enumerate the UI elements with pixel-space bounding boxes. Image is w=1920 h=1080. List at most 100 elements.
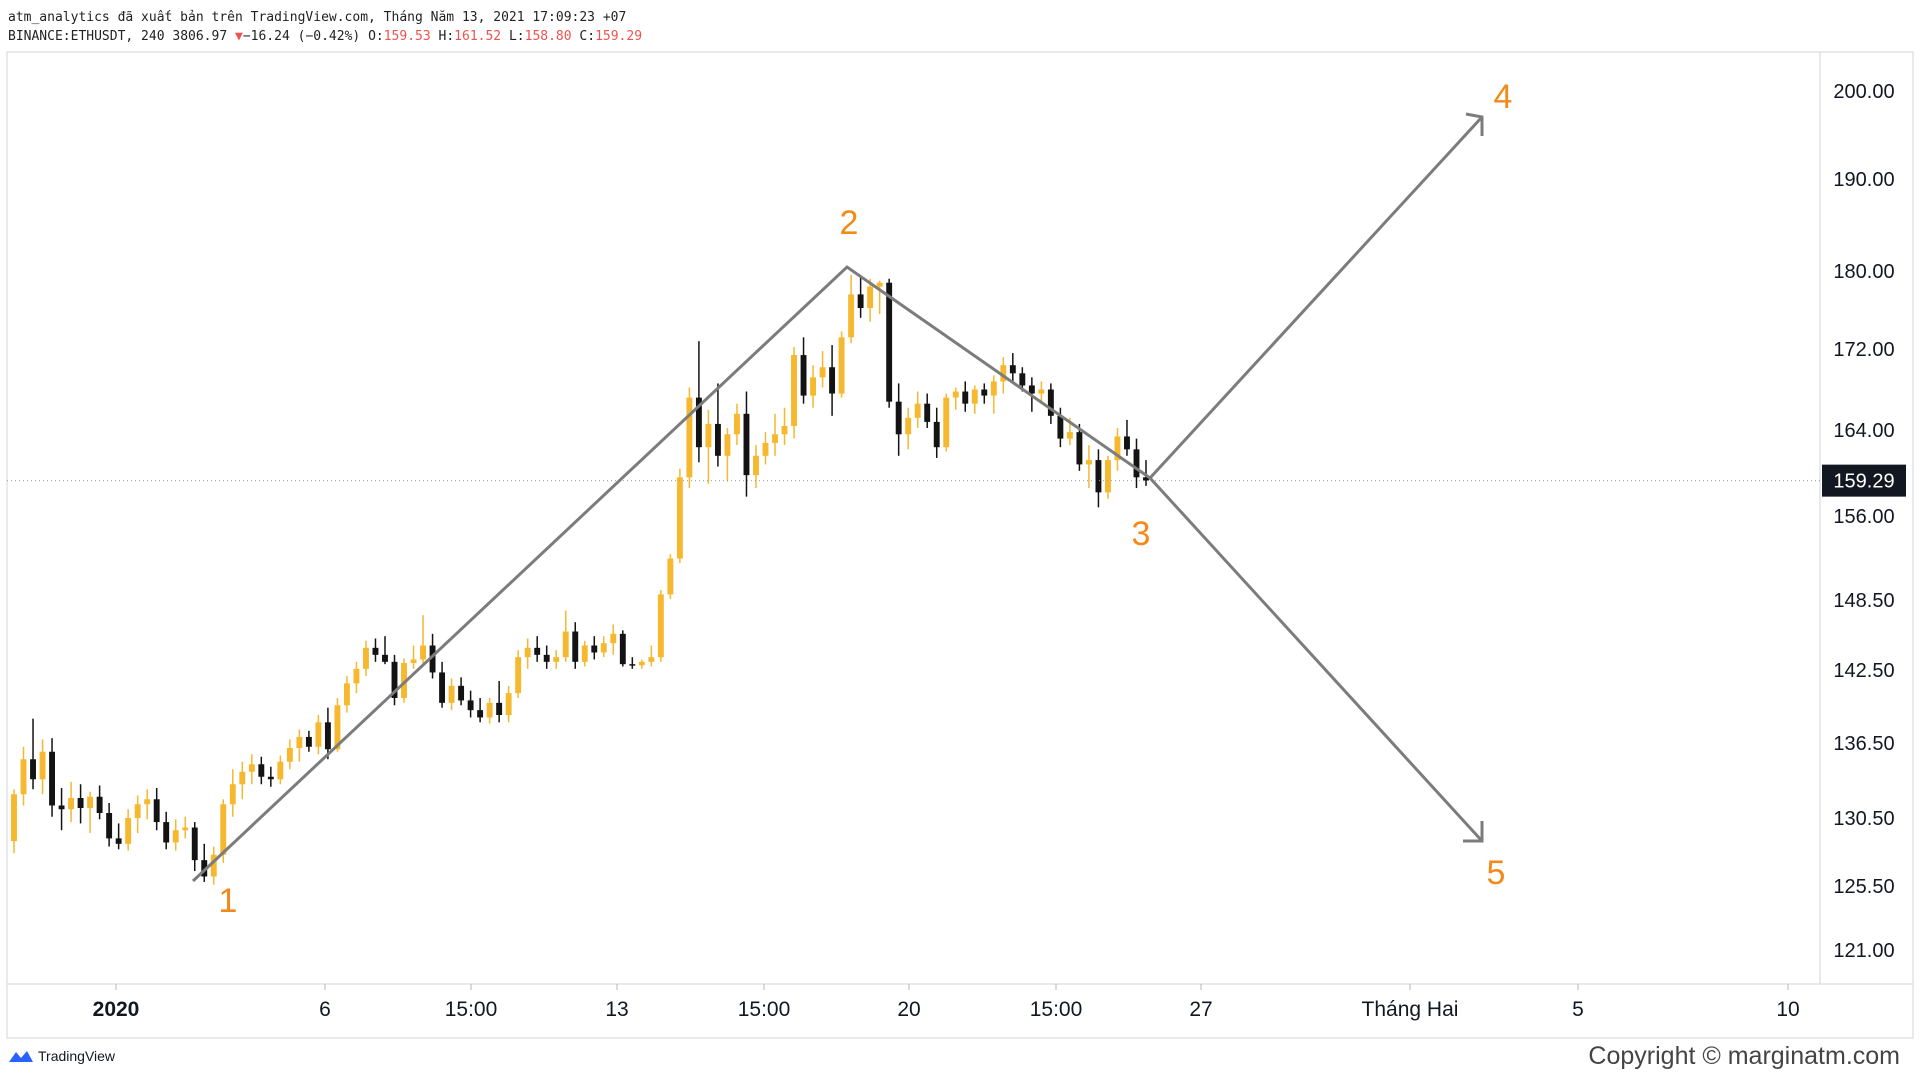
candle-body xyxy=(753,455,759,476)
candle-body xyxy=(572,631,579,662)
candle-body xyxy=(191,827,198,861)
time-tick-label: 15:00 xyxy=(445,998,498,1021)
candle-body xyxy=(220,804,227,855)
candle-body xyxy=(1114,436,1121,461)
candle-body xyxy=(382,654,388,662)
candle-body xyxy=(505,693,512,716)
candle-body xyxy=(762,442,769,456)
candle-body xyxy=(477,710,484,718)
candle-body xyxy=(819,367,826,378)
candle-body xyxy=(134,804,141,818)
copyright-text: Copyright © marginatm.com xyxy=(1588,1042,1900,1070)
price-tick-label: 172.00 xyxy=(1833,339,1894,361)
candle-body xyxy=(20,759,27,795)
candle-body xyxy=(791,355,797,426)
projection-up-arrow xyxy=(1148,115,1484,480)
candle-body xyxy=(172,830,179,843)
time-tick-label: 15:00 xyxy=(1030,998,1083,1021)
price-tick-label: 190.00 xyxy=(1833,169,1894,191)
down-triangle-icon: ▼ xyxy=(235,29,243,44)
candle-body xyxy=(353,668,360,684)
candle-body xyxy=(810,377,817,396)
price-tick-label: 180.00 xyxy=(1833,261,1894,283)
candle-body xyxy=(210,854,217,877)
candle-body xyxy=(96,796,103,813)
candle-body xyxy=(781,425,788,435)
candle-body xyxy=(439,672,446,703)
candle-body xyxy=(1124,436,1130,450)
last-price-value: 159.29 xyxy=(1833,471,1894,493)
candle-body xyxy=(714,423,721,456)
price-tick-label: 125.50 xyxy=(1833,876,1894,898)
price-axis: 200.00 190.00 180.00 172.00 164.00 156.00 148.… xyxy=(1833,81,1894,962)
candle-body xyxy=(11,794,17,842)
candle-body xyxy=(914,403,921,418)
price-tick-label: 130.50 xyxy=(1833,808,1894,830)
wave-label-5: 5 xyxy=(1487,854,1506,892)
candle-body xyxy=(1000,365,1007,382)
candle-body xyxy=(657,594,664,658)
candle-body xyxy=(343,683,350,706)
candle-body xyxy=(296,736,303,748)
high-label: H: xyxy=(438,29,455,44)
candle-body xyxy=(144,799,151,805)
time-tick-label: 15:00 xyxy=(738,998,791,1021)
candle-body xyxy=(1085,460,1092,465)
time-axis: 2020 6 15:00 13 15:00 20 15:00 27 Tháng Hai 5 10 xyxy=(93,984,1800,1021)
candle-body xyxy=(943,397,950,448)
candle-body xyxy=(1076,432,1083,465)
open-label: O: xyxy=(368,29,384,44)
chart-frame xyxy=(6,51,1914,1039)
price-change: −16.24 (−0.42%) xyxy=(242,29,361,44)
candle-body xyxy=(420,645,426,660)
candle-body xyxy=(182,827,189,831)
candle-body xyxy=(600,643,607,653)
candle-body xyxy=(372,647,379,655)
candle-body xyxy=(1028,385,1035,394)
high-value: 161.52 xyxy=(454,29,502,44)
tradingview-logo[interactable]: TradingView xyxy=(8,1048,115,1064)
candle-body xyxy=(848,294,855,338)
arrow-head-down-icon xyxy=(1463,821,1484,843)
price-tick-label: 148.50 xyxy=(1833,590,1894,612)
candle-body xyxy=(543,654,550,662)
candle-body xyxy=(867,286,874,309)
candle-body xyxy=(277,761,284,780)
candle-body xyxy=(886,282,893,402)
wave-lines xyxy=(191,112,1484,883)
candle-body xyxy=(952,391,959,398)
wave-label-3: 3 xyxy=(1132,515,1151,553)
candle-body xyxy=(648,657,655,662)
low-value: 158.80 xyxy=(524,29,572,44)
candle-body xyxy=(239,771,246,785)
candle-body xyxy=(87,796,94,808)
candle-body xyxy=(1095,460,1102,493)
arrow-head-up-icon xyxy=(1465,112,1484,136)
candle-body xyxy=(695,397,702,448)
price-tick-label: 142.50 xyxy=(1833,660,1894,682)
candle-body xyxy=(1057,415,1064,439)
candle-body xyxy=(1038,389,1045,394)
candle-body xyxy=(39,751,46,780)
candle-body xyxy=(933,421,940,448)
candle-body xyxy=(838,337,845,394)
time-tick-label: 6 xyxy=(319,998,331,1021)
candle-body xyxy=(324,722,331,750)
candle-body xyxy=(800,355,807,396)
candle-body xyxy=(581,645,588,662)
candle-body xyxy=(534,647,541,655)
candle-body xyxy=(315,722,322,747)
candle-body xyxy=(1133,449,1140,478)
candle-body xyxy=(410,659,417,663)
time-tick-label: 2020 xyxy=(93,998,140,1021)
open-value: 159.53 xyxy=(383,29,431,44)
candle-body xyxy=(629,664,636,666)
candle-body xyxy=(1143,477,1149,481)
candle-body xyxy=(58,805,65,810)
candle-body xyxy=(305,736,312,747)
candle-body xyxy=(68,798,75,810)
symbol-info-row: BINANCE:ETHUSDT, 240 3806.97 ▼−16.24 (−0… xyxy=(8,27,642,46)
wave-1-2-3-line xyxy=(191,265,1151,883)
candle-body xyxy=(734,413,740,435)
